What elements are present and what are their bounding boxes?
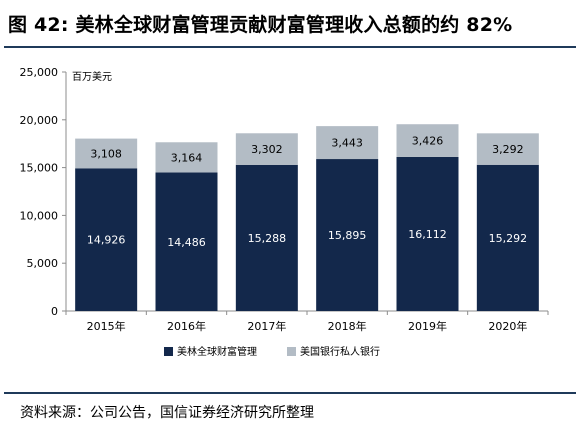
legend-swatch-wealth-management (164, 347, 173, 356)
bar-segment-wealth-management (75, 168, 138, 311)
bar-segment-wealth-management (155, 172, 218, 311)
data-label-private-bank: 3,108 (90, 147, 122, 160)
x-tick-label: 2019年 (408, 319, 447, 333)
x-tick-label: 2018年 (328, 319, 367, 333)
y-tick-label: 15,000 (20, 162, 59, 175)
x-tick-label: 2016年 (167, 319, 206, 333)
figure-title: 图 42: 美林全球财富管理贡献财富管理收入总额的约 82% (8, 14, 513, 36)
bar-segment-private-bank (396, 124, 459, 157)
y-tick-label: 0 (51, 305, 58, 318)
x-tick-label: 2015年 (87, 319, 126, 333)
data-label-private-bank: 3,302 (251, 143, 283, 156)
x-tick-label: 2017年 (247, 319, 286, 333)
bar-segment-private-bank (316, 126, 379, 160)
data-label-private-bank: 3,292 (492, 143, 524, 156)
y-tick-label: 10,000 (20, 209, 59, 222)
data-label-wealth-management: 15,292 (489, 232, 528, 245)
data-label-wealth-management: 14,926 (87, 234, 126, 247)
data-label-wealth-management: 14,486 (167, 236, 206, 249)
data-label-private-bank: 3,164 (171, 151, 203, 164)
data-label-private-bank: 3,426 (412, 135, 444, 148)
top-rule (4, 46, 576, 48)
bar-segment-private-bank (155, 142, 218, 173)
y-tick-label: 20,000 (20, 114, 59, 127)
legend-label-wealth-management: 美林全球财富管理 (177, 345, 257, 358)
data-label-private-bank: 3,443 (331, 137, 363, 150)
legend-swatch-private-bank (287, 347, 296, 356)
y-tick-label: 5,000 (27, 257, 59, 270)
stacked-bar-chart: 0 5,000 10,000 15,000 20,000 25,000 百万美元 14,926… (20, 66, 549, 358)
bar-segment-private-bank (75, 138, 138, 169)
legend-label-private-bank: 美国银行私人银行 (300, 345, 380, 358)
bar-segment-wealth-management (235, 164, 298, 311)
data-label-wealth-management: 15,288 (248, 232, 287, 245)
bar-segment-wealth-management (396, 156, 459, 311)
x-tick-label: 2020年 (488, 319, 527, 333)
y-unit-label: 百万美元 (72, 70, 112, 83)
bar-segment-private-bank (476, 133, 539, 165)
data-label-wealth-management: 15,895 (328, 229, 367, 242)
data-label-wealth-management: 16,112 (408, 228, 447, 241)
source-note: 资料来源：公司公告，国信证券经济研究所整理 (20, 405, 314, 421)
y-tick-label: 25,000 (20, 66, 59, 79)
bar-segment-wealth-management (316, 159, 379, 311)
bar-segment-private-bank (235, 133, 298, 165)
bar-segment-wealth-management (476, 164, 539, 311)
bottom-rule (4, 392, 576, 394)
